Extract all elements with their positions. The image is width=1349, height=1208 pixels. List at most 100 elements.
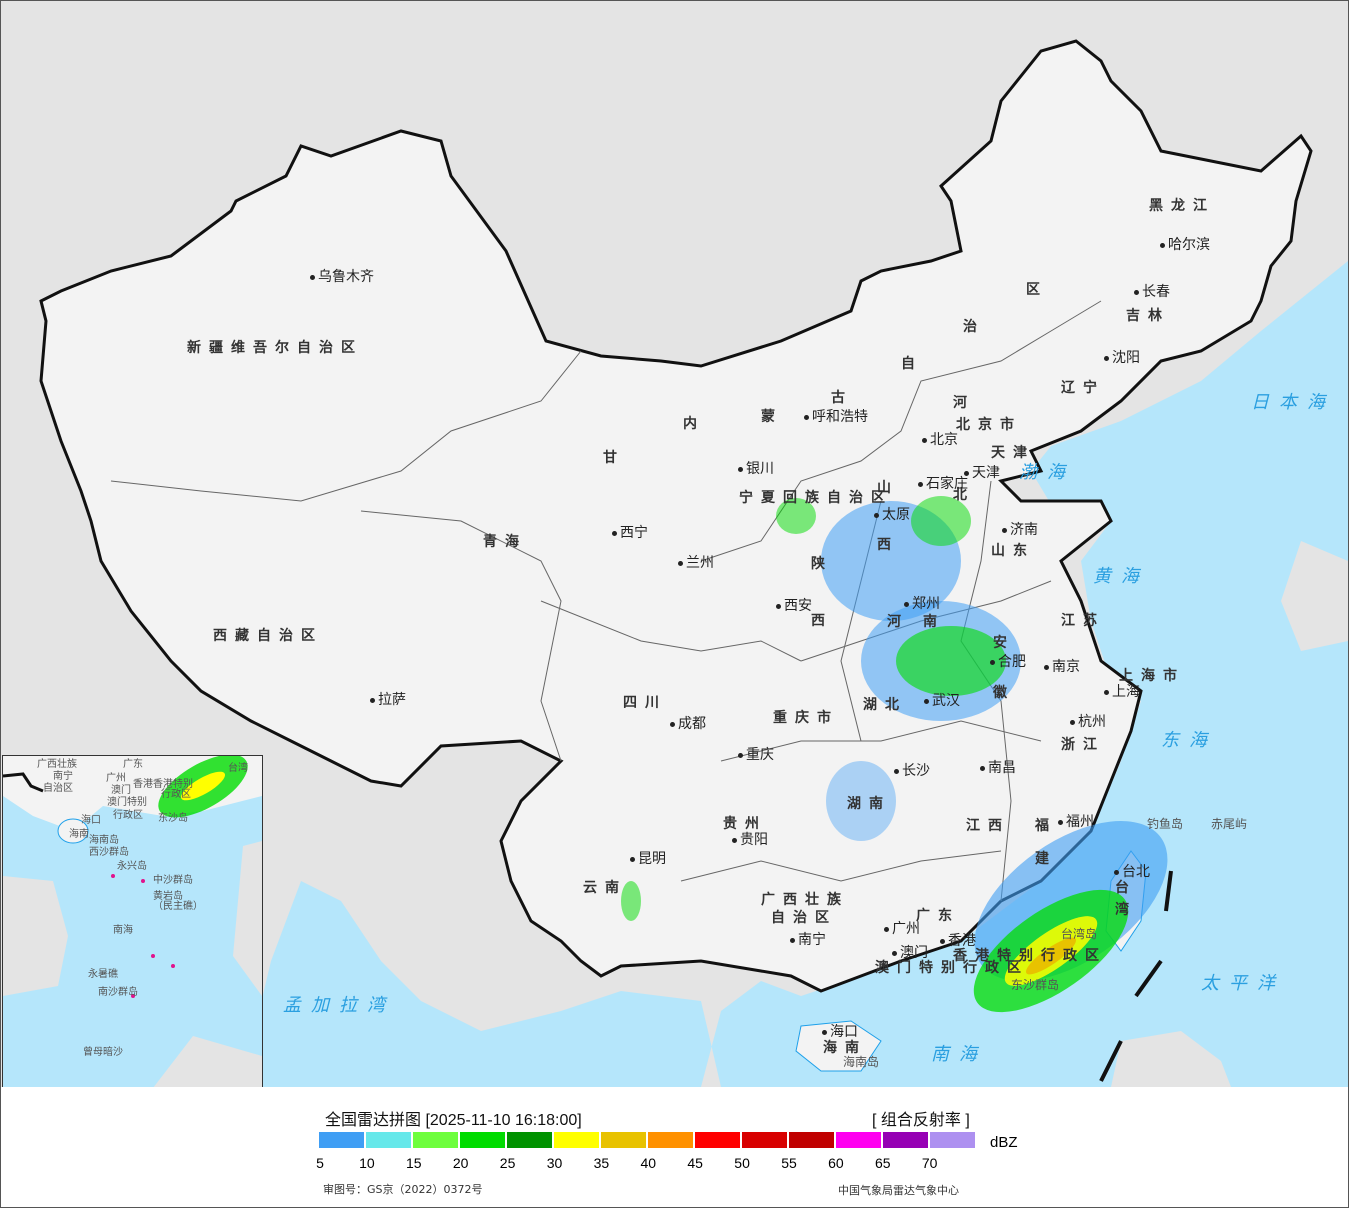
sea-label: 黄海 bbox=[1093, 566, 1149, 587]
east-asia-land bbox=[1111, 541, 1348, 1087]
inset-label: 永暑礁 bbox=[88, 969, 118, 980]
island-label: 台湾岛 bbox=[1061, 927, 1098, 941]
inset-label: 南宁 bbox=[53, 771, 73, 782]
province-label: 湖北 bbox=[863, 697, 907, 713]
city-label: 北京 bbox=[919, 433, 958, 447]
scale-tick: 10 bbox=[359, 1155, 375, 1171]
inset-label: 海口 bbox=[81, 815, 101, 826]
hainan-island bbox=[795, 1020, 882, 1072]
province-label: 西 bbox=[811, 613, 833, 629]
province-label: 天津 bbox=[991, 445, 1035, 461]
inset-label: （民主礁） bbox=[153, 901, 203, 912]
city-label: 天津 bbox=[961, 466, 1000, 480]
city-label: 福州 bbox=[1055, 815, 1094, 829]
province-label: 甘 bbox=[603, 450, 625, 466]
radar-map[interactable]: 新疆维吾尔自治区 西藏自治区 青海甘内蒙古自治区黑龙江 吉林 辽宁河北山西山东河南陕西宁… bbox=[1, 1, 1348, 1087]
province-label: 自治区 bbox=[771, 910, 837, 926]
scale-swatch bbox=[742, 1132, 787, 1148]
city-label: 上海 bbox=[1101, 685, 1140, 699]
scale-tick: 40 bbox=[640, 1155, 657, 1171]
inset-label: 行政区 bbox=[113, 810, 143, 821]
scale-swatch bbox=[507, 1132, 552, 1148]
scale-swatch bbox=[554, 1132, 599, 1148]
scale-swatch bbox=[413, 1132, 458, 1148]
city-label: 长沙 bbox=[891, 764, 930, 778]
inset-label: 澳门特别 bbox=[107, 797, 147, 808]
city-label: 南昌 bbox=[977, 761, 1016, 775]
inset-label: 海南岛 bbox=[89, 835, 119, 846]
scale-tick: 5 bbox=[316, 1155, 324, 1171]
province-label: 广西壮族 bbox=[761, 892, 849, 908]
scale-tick: 30 bbox=[546, 1155, 563, 1171]
inset-graphics bbox=[3, 756, 262, 1087]
city-label: 杭州 bbox=[1067, 715, 1106, 729]
sea-label: 日本海 bbox=[1251, 392, 1335, 413]
scale-swatch bbox=[460, 1132, 505, 1148]
scale-swatch bbox=[366, 1132, 411, 1148]
province-label: 青海 bbox=[483, 534, 527, 550]
city-label: 银川 bbox=[735, 462, 774, 476]
province-label: 广东 bbox=[916, 908, 960, 924]
city-label: 石家庄 bbox=[915, 477, 968, 491]
scale-swatch bbox=[601, 1132, 646, 1148]
scale-tick: 25 bbox=[499, 1155, 516, 1171]
province-label: 吉林 bbox=[1126, 308, 1170, 324]
city-label: 沈阳 bbox=[1101, 351, 1140, 365]
province-label: 治 bbox=[963, 319, 985, 335]
province-label: 湖南 bbox=[847, 796, 891, 812]
radar-echoes bbox=[621, 496, 1168, 1013]
province-label: 上海市 bbox=[1119, 668, 1185, 684]
sea-label: 太平洋 bbox=[1201, 973, 1285, 994]
product-type: [ 组合反射率 ] bbox=[872, 1112, 970, 1129]
province-label: 宁夏回族自治区 bbox=[739, 490, 893, 506]
province-label: 四川 bbox=[623, 695, 667, 711]
province-borders bbox=[110, 300, 1102, 902]
sea-label: 孟加拉湾 bbox=[283, 995, 395, 1016]
province-label: 浙江 bbox=[1061, 737, 1105, 753]
sea-label: 南海 bbox=[931, 1044, 987, 1065]
scale-tick: 55 bbox=[781, 1155, 797, 1171]
city-label: 西宁 bbox=[609, 526, 648, 540]
city-label: 呼和浩特 bbox=[801, 410, 868, 424]
city-label: 广州 bbox=[881, 922, 920, 936]
inset-label: 广东 bbox=[123, 759, 143, 770]
province-label: 建 bbox=[1035, 851, 1057, 867]
city-label: 澳门 bbox=[889, 946, 928, 960]
province-label: 辽宁 bbox=[1061, 380, 1105, 396]
inset-label: 香港 bbox=[133, 779, 153, 790]
province-label: 蒙 bbox=[761, 409, 783, 425]
city-label: 太原 bbox=[871, 508, 910, 522]
scale-swatch bbox=[695, 1132, 740, 1148]
inset-label: 行政区 bbox=[161, 789, 191, 800]
province-label: 西藏自治区 bbox=[213, 628, 323, 644]
province-label: 香港特别行政区 bbox=[953, 948, 1107, 964]
inset-label: 台湾 bbox=[228, 763, 248, 774]
city-label: 兰州 bbox=[675, 556, 714, 570]
inset-label: 中沙群岛 bbox=[153, 875, 193, 886]
sea-label: 东海 bbox=[1161, 730, 1217, 751]
province-label: 重庆市 bbox=[773, 710, 839, 726]
province-label: 安 bbox=[993, 635, 1015, 651]
city-label: 南京 bbox=[1041, 660, 1080, 674]
nine-dash-segments bbox=[1099, 870, 1173, 1082]
city-label: 昆明 bbox=[627, 852, 666, 866]
scale-swatch bbox=[836, 1132, 881, 1148]
inset-label: 永兴岛 bbox=[117, 861, 147, 872]
city-label: 贵阳 bbox=[729, 833, 768, 847]
city-label: 哈尔滨 bbox=[1157, 238, 1210, 252]
province-label: 福 bbox=[1035, 818, 1057, 834]
province-label: 山 bbox=[877, 480, 899, 496]
province-label: 黑龙江 bbox=[1149, 198, 1215, 214]
province-label: 河 bbox=[953, 395, 975, 411]
province-label: 自 bbox=[901, 356, 923, 372]
sea-label: 渤海 bbox=[1019, 462, 1075, 483]
province-label: 湾 bbox=[1115, 902, 1137, 918]
island-label: 钓鱼岛 bbox=[1147, 817, 1184, 831]
inset-label: 西沙群岛 bbox=[89, 847, 129, 858]
city-label: 台北 bbox=[1111, 865, 1150, 879]
island-label: 海南岛 bbox=[843, 1055, 880, 1069]
scale-swatch bbox=[319, 1132, 364, 1148]
inset-label: 南沙群岛 bbox=[98, 987, 138, 998]
approval-number: 审图号：GS京（2022）0372号 bbox=[323, 1183, 483, 1196]
city-label: 武汉 bbox=[921, 694, 960, 708]
